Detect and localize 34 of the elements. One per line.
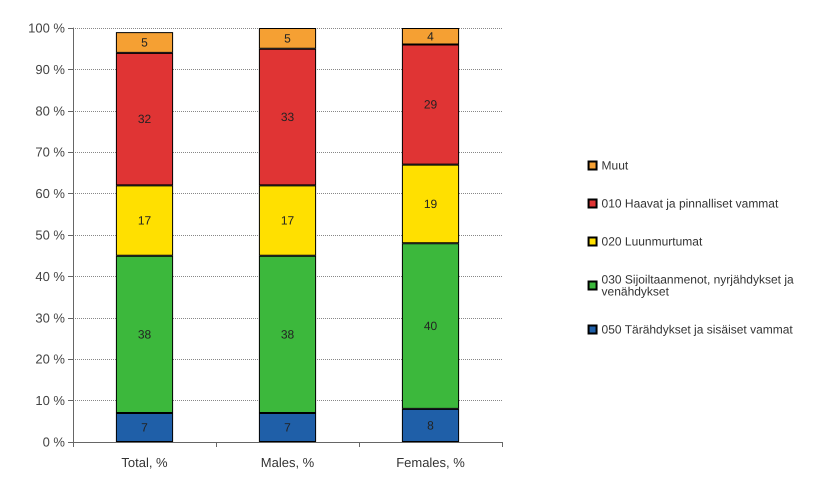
data-label: 7 bbox=[141, 420, 148, 435]
data-label: 29 bbox=[424, 98, 438, 112]
y-tick-label: 90 % bbox=[35, 62, 66, 77]
data-label: 4 bbox=[427, 29, 434, 44]
x-tick-label: Total, % bbox=[121, 455, 168, 470]
y-tick-label: 20 % bbox=[35, 352, 66, 367]
legend-label: 010 Haavat ja pinnalliset vammat bbox=[602, 196, 779, 210]
y-tick-label: 60 % bbox=[35, 186, 66, 202]
y-tick-label: 0 % bbox=[42, 434, 66, 450]
data-label: 38 bbox=[280, 327, 294, 342]
data-label: 32 bbox=[138, 112, 152, 126]
y-tick-label: 100 % bbox=[28, 20, 66, 36]
y-tick-label: 30 % bbox=[35, 310, 66, 326]
x-tick-label: Males, % bbox=[260, 455, 315, 470]
legend-label: 020 Luunmurtumat bbox=[602, 234, 703, 248]
legend-label: Muut bbox=[602, 158, 629, 172]
y-tick-label: 10 % bbox=[35, 393, 66, 408]
data-label: 7 bbox=[284, 420, 292, 435]
data-label: 33 bbox=[280, 110, 294, 124]
y-tick-label: 70 % bbox=[35, 144, 66, 160]
data-label: 38 bbox=[138, 327, 152, 342]
y-tick-label: 80 % bbox=[35, 103, 66, 118]
data-label: 17 bbox=[138, 214, 152, 228]
data-label: 19 bbox=[424, 196, 438, 211]
legend-label: 050 Tärähdykset ja sisäiset vammat bbox=[602, 322, 794, 336]
data-label: 5 bbox=[284, 31, 292, 46]
legend-label: 030 Sijoiltaanmenot, nyrjähdykset ja venähdykset bbox=[602, 272, 798, 298]
data-label: 40 bbox=[424, 319, 438, 334]
data-label: 8 bbox=[427, 418, 434, 432]
y-tick-label: 50 % bbox=[35, 228, 66, 242]
data-label: 17 bbox=[280, 214, 294, 228]
data-label: 5 bbox=[141, 35, 148, 50]
x-tick-label: Females, % bbox=[396, 455, 466, 470]
y-tick-label: 40 % bbox=[35, 268, 66, 284]
